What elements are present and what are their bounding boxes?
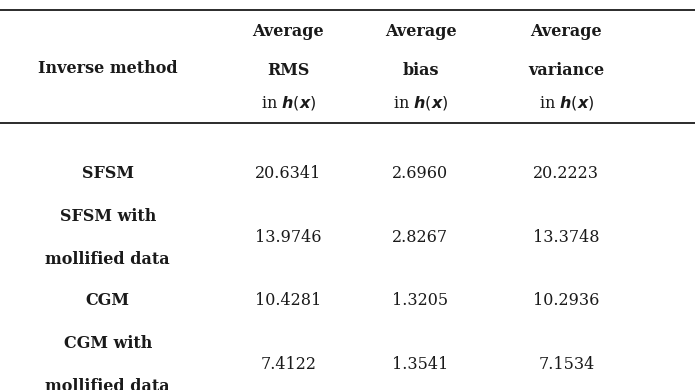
Text: variance: variance [528, 62, 605, 79]
Text: 2.6960: 2.6960 [393, 165, 448, 182]
Text: 13.3748: 13.3748 [533, 229, 600, 246]
Text: Average: Average [384, 23, 457, 40]
Text: SFSM: SFSM [82, 165, 133, 182]
Text: RMS: RMS [268, 62, 309, 79]
Text: 1.3541: 1.3541 [393, 356, 448, 373]
Text: 20.2223: 20.2223 [534, 165, 599, 182]
Text: 2.8267: 2.8267 [393, 229, 448, 246]
Text: CGM: CGM [85, 292, 130, 309]
Text: bias: bias [402, 62, 439, 79]
Text: 10.2936: 10.2936 [533, 292, 600, 309]
Text: SFSM with: SFSM with [60, 208, 156, 225]
Text: in $\boldsymbol{h}(\boldsymbol{x})$: in $\boldsymbol{h}(\boldsymbol{x})$ [539, 94, 594, 112]
Text: 7.4122: 7.4122 [261, 356, 316, 373]
Text: Inverse method: Inverse method [38, 60, 177, 77]
Text: CGM with: CGM with [63, 335, 152, 352]
Text: Average: Average [252, 23, 325, 40]
Text: 13.9746: 13.9746 [255, 229, 322, 246]
Text: in $\boldsymbol{h}(\boldsymbol{x})$: in $\boldsymbol{h}(\boldsymbol{x})$ [261, 94, 316, 112]
Text: 20.6341: 20.6341 [255, 165, 322, 182]
Text: mollified data: mollified data [45, 378, 170, 390]
Text: Average: Average [530, 23, 603, 40]
Text: mollified data: mollified data [45, 251, 170, 268]
Text: 10.4281: 10.4281 [255, 292, 322, 309]
Text: 1.3205: 1.3205 [393, 292, 448, 309]
Text: in $\boldsymbol{h}(\boldsymbol{x})$: in $\boldsymbol{h}(\boldsymbol{x})$ [393, 94, 448, 112]
Text: 7.1534: 7.1534 [539, 356, 594, 373]
